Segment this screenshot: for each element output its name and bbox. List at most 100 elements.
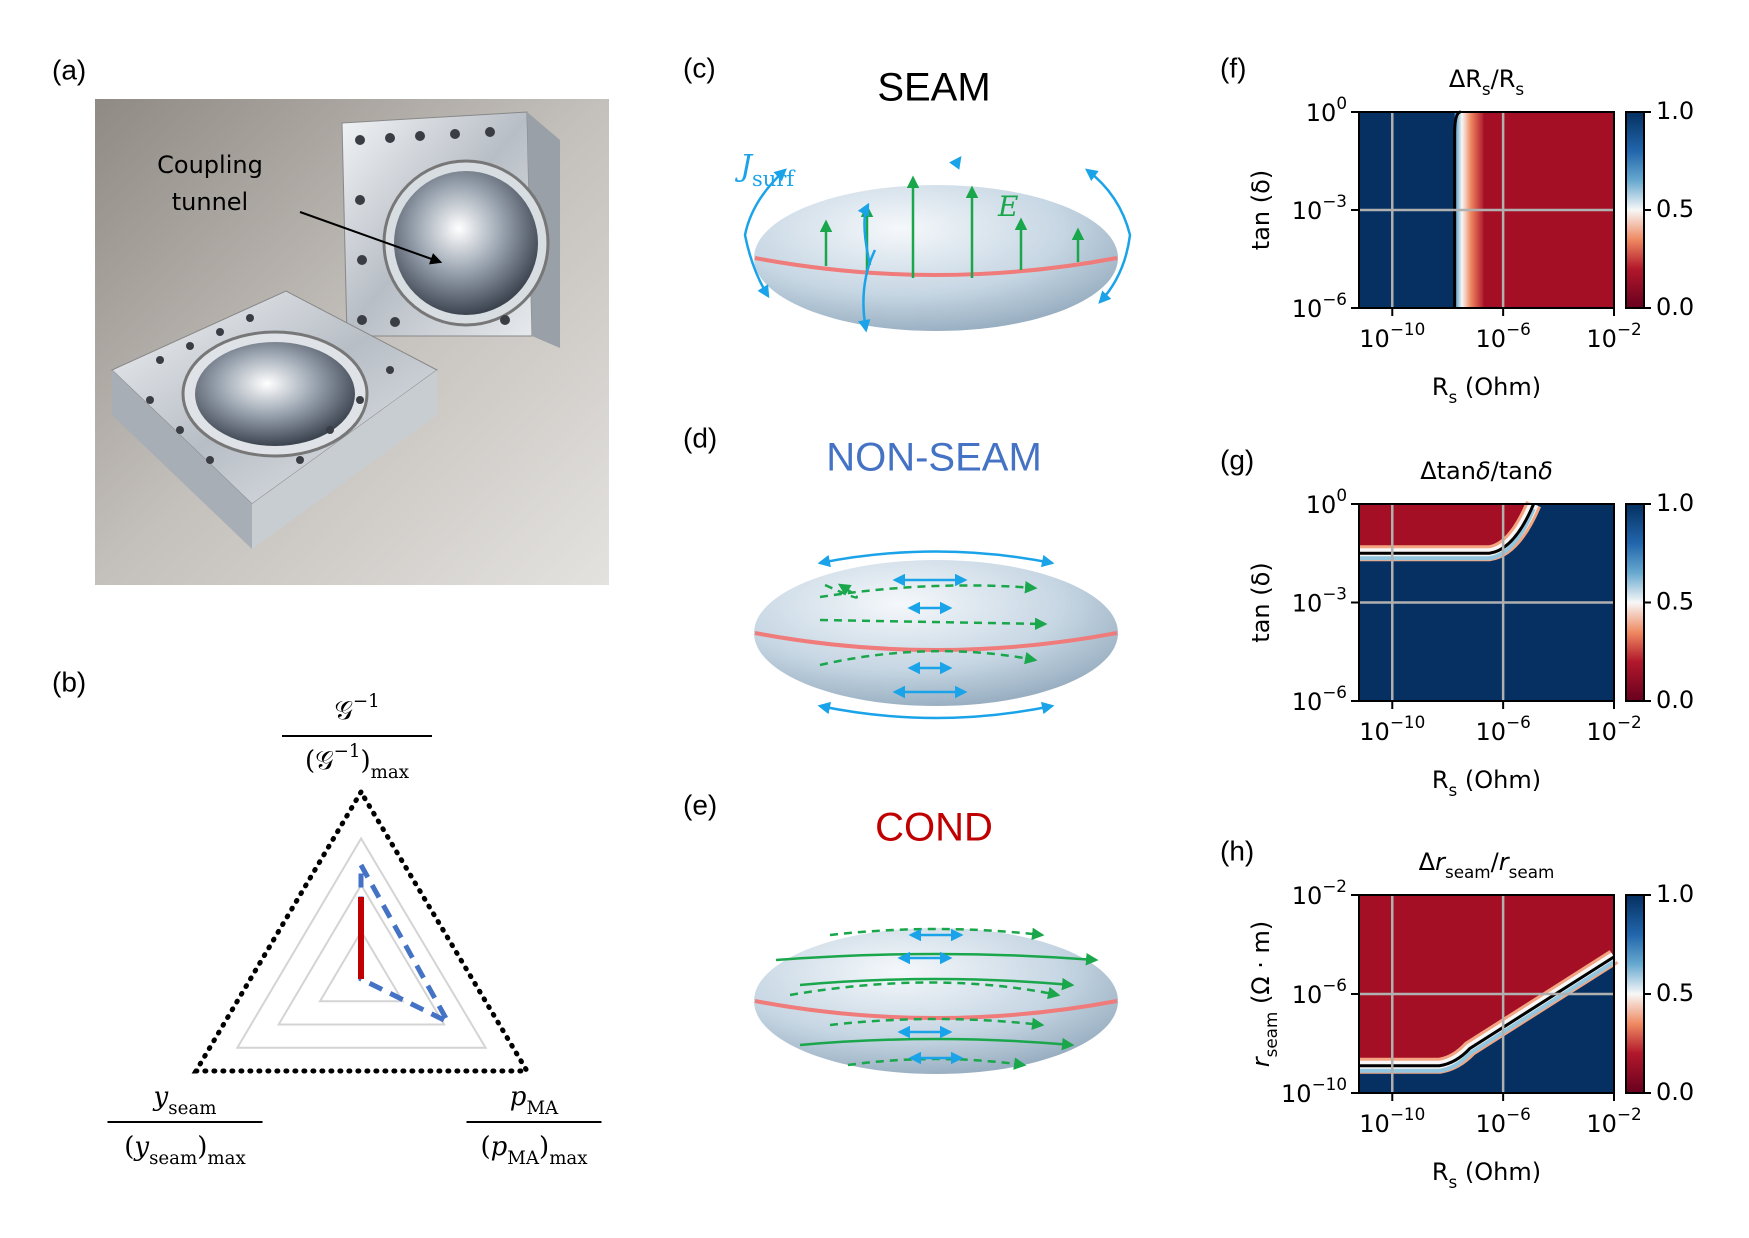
x-tick-label: 10−2 bbox=[1586, 1104, 1641, 1138]
y-tick-label: 10−6 bbox=[1292, 682, 1347, 716]
colorbar-tick-label: 1.0 bbox=[1656, 489, 1694, 517]
text-part: s bbox=[1449, 387, 1458, 407]
tick-exp: 0 bbox=[1336, 485, 1347, 505]
panel-label: (c) bbox=[683, 52, 716, 83]
text-part: ΔR bbox=[1449, 65, 1482, 93]
tick-base: 10 bbox=[1281, 1080, 1312, 1108]
axis-numerator: pMA bbox=[510, 1082, 559, 1119]
photo bbox=[95, 99, 609, 585]
x-tick-label: 10−10 bbox=[1359, 712, 1425, 746]
axis-denominator: (pMA)max bbox=[480, 1132, 588, 1169]
x-axis-label: Rs (Ohm) bbox=[1432, 1158, 1541, 1192]
text-part: −1 bbox=[334, 741, 361, 762]
heatmap bbox=[1351, 500, 1651, 709]
y-axis-label: rseam (Ω · m) bbox=[1247, 921, 1281, 1068]
x-tick-label: 10−6 bbox=[1475, 712, 1530, 746]
text-part: tan (δ) bbox=[1247, 562, 1275, 642]
text-part: (Ohm) bbox=[1457, 766, 1541, 794]
text-part: seam bbox=[1509, 862, 1555, 882]
tick-exp: −6 bbox=[1322, 975, 1347, 995]
arrow bbox=[858, 249, 877, 333]
panel-label: (g) bbox=[1220, 444, 1254, 475]
text-part: (Ohm) bbox=[1457, 373, 1541, 401]
arrow bbox=[789, 981, 1061, 1000]
arrow bbox=[829, 1017, 1045, 1031]
text-part: J bbox=[734, 149, 754, 184]
y-tick-label: 10−6 bbox=[1292, 289, 1347, 323]
colorbar bbox=[1625, 111, 1645, 309]
colorbar-tick-label: 0.0 bbox=[1656, 293, 1694, 321]
tick-exp: −6 bbox=[1506, 712, 1531, 732]
tick-exp: −6 bbox=[1506, 319, 1531, 339]
y-axis-label: tan (δ) bbox=[1247, 170, 1275, 250]
tick-base: 10 bbox=[1475, 325, 1506, 353]
colorbar-tick-label: 0.5 bbox=[1656, 195, 1694, 223]
x-axis-label: Rs (Ohm) bbox=[1432, 766, 1541, 800]
tick-exp: −10 bbox=[1390, 319, 1425, 339]
panel-title: NON-SEAM bbox=[826, 436, 1042, 480]
text-part: s bbox=[1515, 79, 1524, 99]
tick-exp: −6 bbox=[1322, 289, 1347, 309]
y-tick-label: 10−2 bbox=[1292, 876, 1347, 910]
contour bbox=[1359, 955, 1615, 1068]
tick-base: 10 bbox=[1475, 718, 1506, 746]
x-tick-label: 10−10 bbox=[1359, 1104, 1425, 1138]
text-part: surf bbox=[752, 167, 796, 191]
tick-exp: −3 bbox=[1322, 584, 1347, 604]
tick-base: 10 bbox=[1292, 590, 1323, 618]
tick-base: 10 bbox=[1359, 718, 1390, 746]
tick-exp: 0 bbox=[1336, 93, 1347, 113]
text-part: r bbox=[1435, 848, 1447, 876]
axis-denominator: (𝒢−1)max bbox=[305, 741, 410, 783]
text-part: −1 bbox=[353, 691, 380, 712]
tick-exp: −10 bbox=[1390, 1104, 1425, 1124]
text-part: R bbox=[1432, 373, 1449, 401]
tick-exp: −2 bbox=[1322, 876, 1347, 896]
colorbar-tick-label: 0.5 bbox=[1656, 588, 1694, 616]
y-tick-label: 10−3 bbox=[1292, 584, 1347, 618]
arrow bbox=[949, 155, 962, 170]
text-part: ) bbox=[539, 1132, 549, 1162]
current-label: Jsurf bbox=[734, 149, 796, 191]
x-tick-label: 10−2 bbox=[1586, 319, 1641, 353]
plot-title: Δtanδ/tanδ bbox=[1420, 457, 1553, 485]
tick-exp: −2 bbox=[1617, 1104, 1642, 1124]
text-part: R bbox=[1432, 766, 1449, 794]
panel-title: SEAM bbox=[877, 66, 990, 110]
y-tick-label: 100 bbox=[1306, 485, 1347, 519]
y-tick-label: 10−10 bbox=[1281, 1074, 1347, 1108]
colorbar-tick-label: 1.0 bbox=[1656, 880, 1694, 908]
seam-line bbox=[754, 256, 1118, 277]
y-axis-label: tan (δ) bbox=[1247, 562, 1275, 642]
arrow bbox=[817, 701, 1055, 720]
text-part: ( bbox=[124, 1132, 134, 1162]
non-seam-profile bbox=[358, 855, 455, 1028]
tick-base: 10 bbox=[1292, 981, 1323, 1009]
radar-outline bbox=[191, 787, 532, 1074]
text-part: ) bbox=[197, 1132, 207, 1162]
tick-base: 10 bbox=[1359, 325, 1390, 353]
colorbar bbox=[1625, 503, 1645, 702]
text-part: Δtan bbox=[1420, 457, 1476, 485]
text-part: tan (δ) bbox=[1247, 170, 1275, 250]
arrow bbox=[1085, 168, 1132, 304]
heat-field bbox=[1359, 504, 1534, 554]
text-part: /tan bbox=[1491, 457, 1538, 485]
text-part: max bbox=[549, 1148, 588, 1169]
panel-title: COND bbox=[875, 806, 993, 850]
y-tick-label: 10−6 bbox=[1292, 975, 1347, 1009]
text-part: MA bbox=[526, 1098, 559, 1119]
text-part: δ bbox=[1538, 457, 1553, 485]
arrow bbox=[799, 977, 1075, 991]
text-part: / bbox=[1491, 848, 1500, 876]
colorbar-tick-label: 0.0 bbox=[1656, 1078, 1694, 1106]
tick-exp: −2 bbox=[1617, 712, 1642, 732]
contour bbox=[1359, 503, 1536, 555]
panel-label: (f) bbox=[1220, 52, 1246, 83]
colorbar-tick-label: 1.0 bbox=[1656, 97, 1694, 125]
arrow bbox=[799, 1037, 1075, 1051]
text-part: seam bbox=[168, 1098, 216, 1119]
y-tick-label: 100 bbox=[1306, 93, 1347, 127]
text-part: ) bbox=[360, 746, 370, 776]
